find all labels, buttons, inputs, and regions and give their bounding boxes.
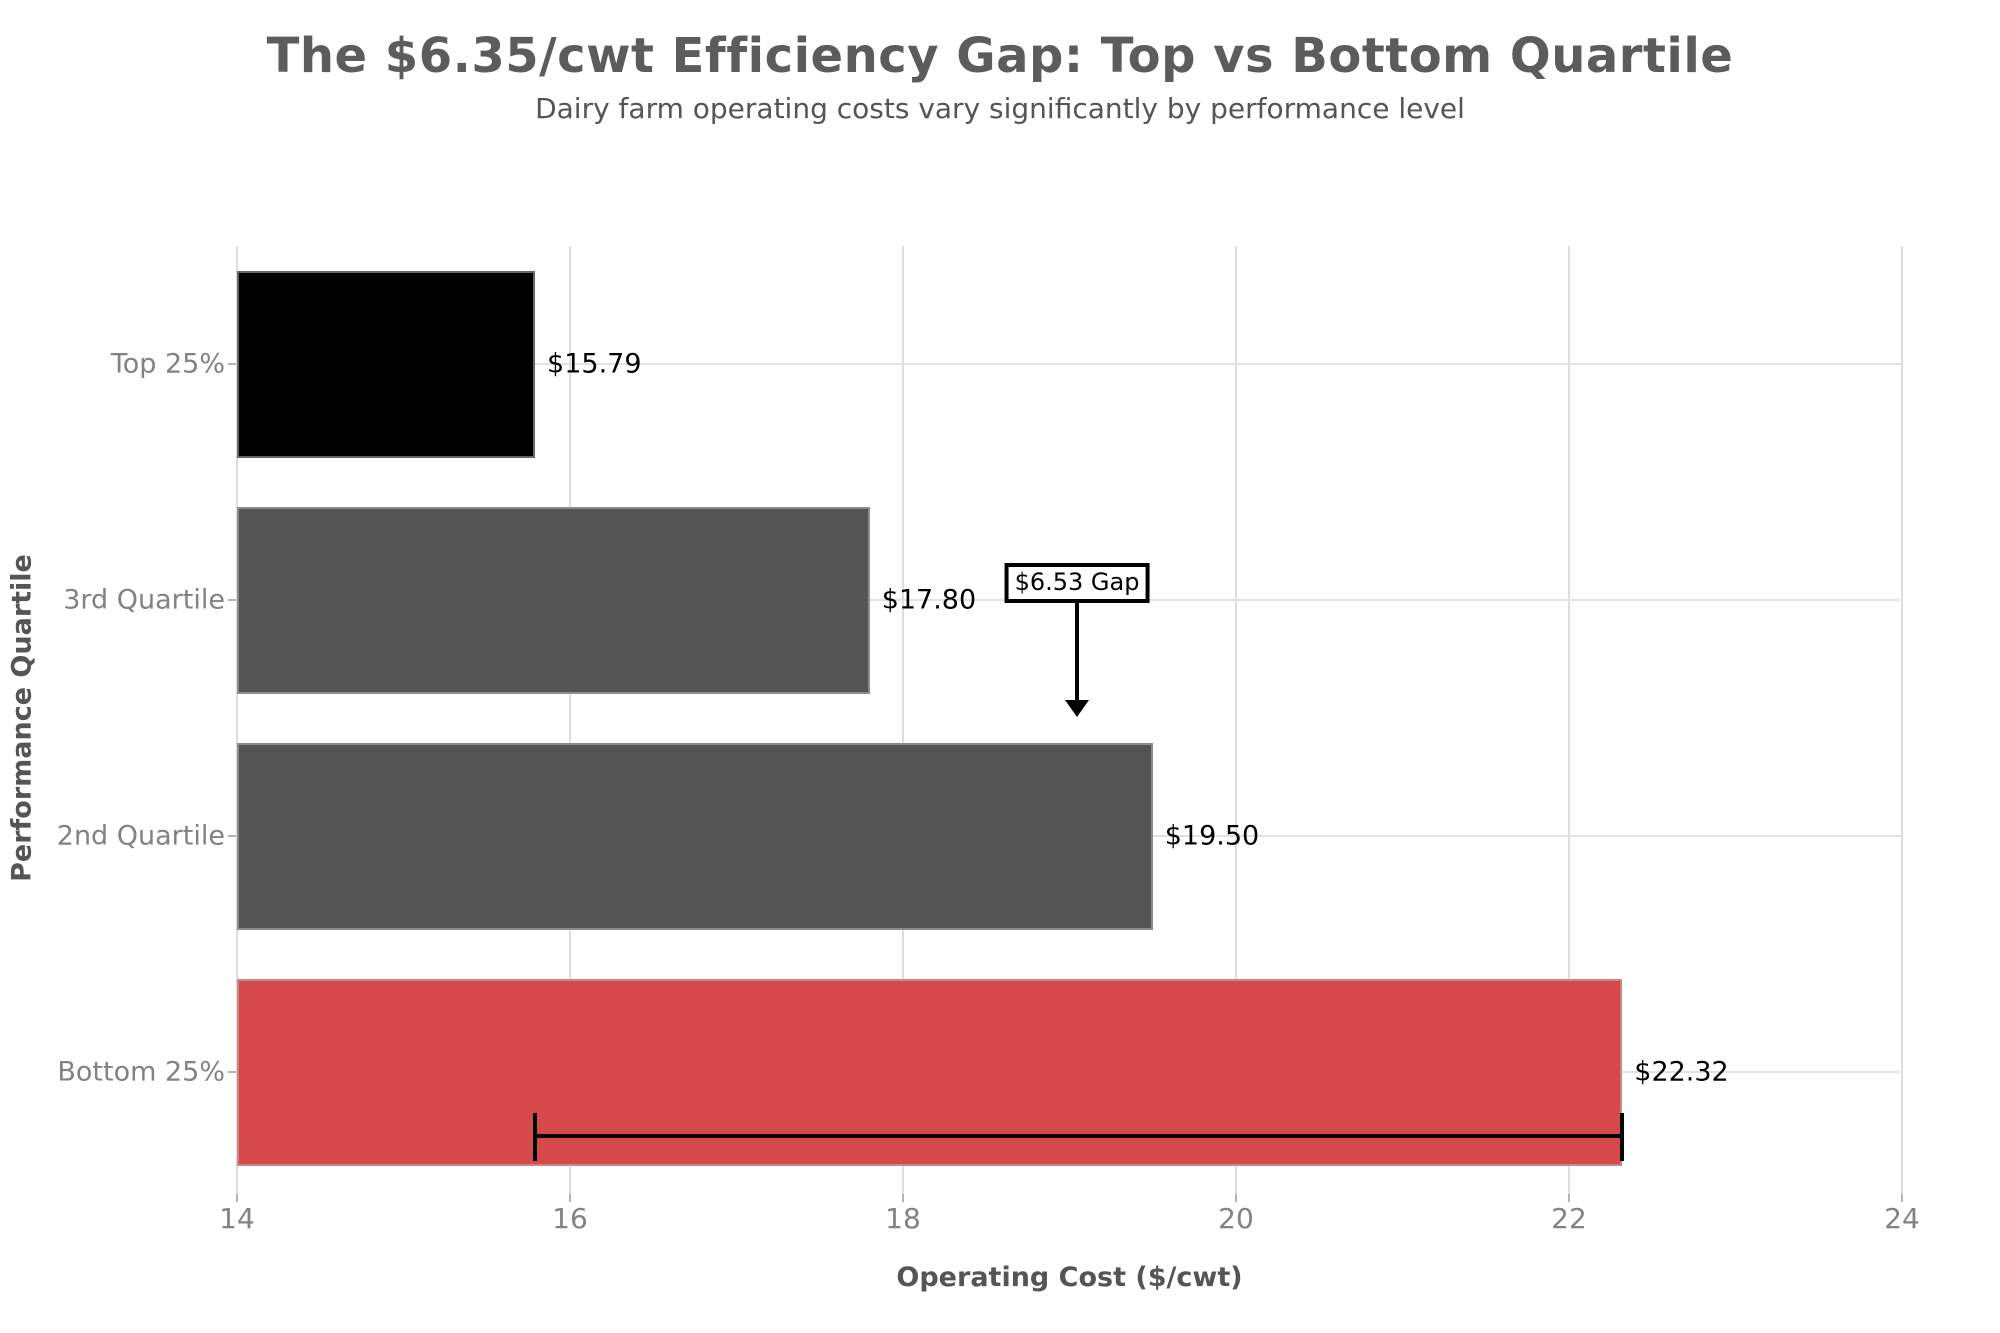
x-gridline — [902, 246, 904, 1194]
bar-value-label: $15.79 — [547, 348, 642, 380]
x-gridline — [1568, 246, 1570, 1194]
chart-subtitle: Dairy farm operating costs vary signific… — [535, 92, 1465, 125]
gap-bracket-left-cap — [533, 1113, 538, 1161]
x-tick-label: 22 — [1551, 1202, 1587, 1235]
y-category-label: Bottom 25% — [57, 1056, 225, 1088]
x-tick-mark — [902, 1194, 904, 1202]
x-tick-label: 20 — [1218, 1202, 1254, 1235]
y-tick-mark — [228, 835, 236, 837]
gap-bracket-right-cap — [1620, 1113, 1625, 1161]
gap-annotation-arrow-head — [1065, 700, 1089, 717]
x-gridline — [569, 246, 571, 1194]
x-gridline — [236, 246, 238, 1194]
x-tick-mark — [1568, 1194, 1570, 1202]
x-gridline — [1235, 246, 1237, 1194]
chart-title: The $6.35/cwt Efficiency Gap: Top vs Bot… — [266, 28, 1734, 84]
x-tick-label: 24 — [1884, 1202, 1920, 1235]
y-category-label: 3rd Quartile — [63, 584, 225, 616]
y-axis-label: Performance Quartile — [6, 554, 38, 882]
bar-value-label: $22.32 — [1634, 1056, 1729, 1088]
gap-annotation-arrow-stem — [1075, 600, 1079, 702]
y-tick-mark — [228, 363, 236, 365]
bar-top-25- — [237, 270, 536, 458]
y-category-label: Top 25% — [110, 348, 225, 380]
x-tick-label: 18 — [885, 1202, 921, 1235]
x-axis-label: Operating Cost ($/cwt) — [896, 1262, 1243, 1293]
gap-annotation-box: $6.53 Gap — [1004, 563, 1150, 603]
x-tick-label: 16 — [552, 1202, 588, 1235]
y-tick-mark — [228, 1071, 236, 1073]
bar-2nd-quartile — [237, 742, 1153, 930]
x-tick-mark — [236, 1194, 238, 1202]
y-gridline — [237, 363, 1902, 365]
x-tick-mark — [1235, 1194, 1237, 1202]
x-gridline — [1901, 246, 1903, 1194]
x-tick-mark — [1901, 1194, 1903, 1202]
gap-bracket-line — [535, 1134, 1623, 1138]
x-tick-mark — [569, 1194, 571, 1202]
bar-value-label: $17.80 — [881, 584, 977, 616]
bar-value-label: $19.50 — [1164, 820, 1260, 852]
x-tick-label: 14 — [219, 1202, 255, 1235]
bar-3rd-quartile — [237, 506, 870, 694]
y-category-label: 2nd Quartile — [56, 820, 225, 852]
y-tick-mark — [228, 599, 236, 601]
